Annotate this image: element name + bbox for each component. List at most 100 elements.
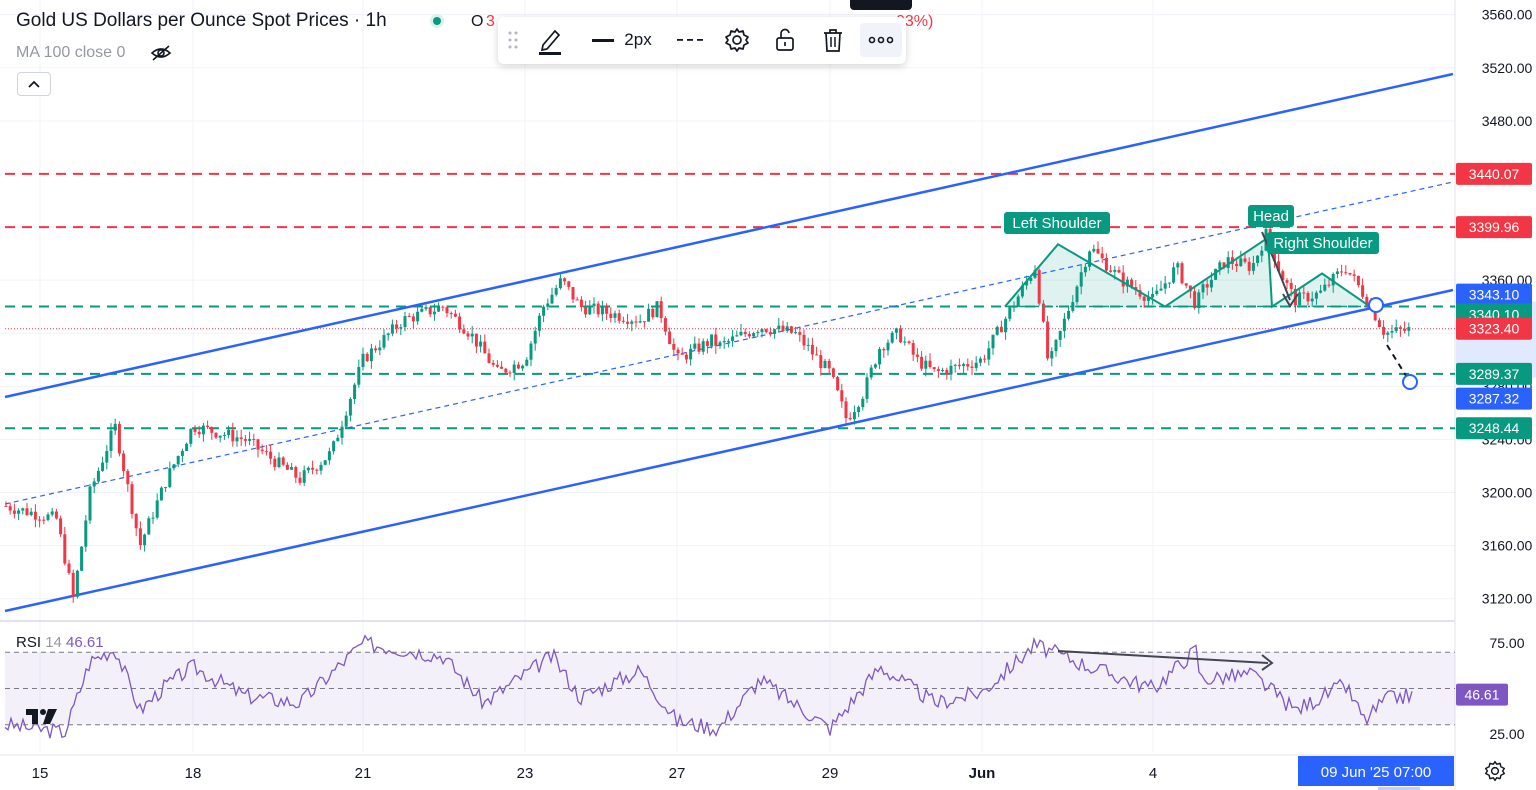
candle-71: [302, 470, 306, 483]
price-label-box-1: 3399.96: [1456, 216, 1532, 239]
candle-26: [113, 423, 117, 431]
line-width-button[interactable]: 2px: [586, 23, 658, 57]
rsi-legend: RSI 14 46.61: [16, 634, 104, 651]
candle-29: [126, 471, 130, 485]
candle-171: [722, 341, 726, 343]
candle-73: [311, 467, 315, 470]
candle-256: [1079, 272, 1083, 287]
candle-304: [1281, 271, 1285, 281]
candle-176: [743, 331, 747, 335]
candle-69: [294, 467, 298, 478]
candle-37: [159, 487, 163, 501]
price-tick-2: 3200.00: [1482, 485, 1533, 501]
price-label-box-7: 3248.44: [1456, 417, 1532, 440]
annotation-right-shoulder-bg: [1267, 232, 1379, 254]
candle-215: [907, 341, 911, 344]
candle-162: [684, 354, 688, 360]
candle-186: [785, 326, 789, 331]
projection-line: [1386, 344, 1409, 380]
candle-125: [529, 343, 533, 360]
candle-108: [458, 316, 462, 330]
candle-272: [1146, 297, 1150, 301]
candle-131: [554, 288, 558, 295]
candle-166: [701, 341, 705, 352]
chart-settings-icon[interactable]: [1484, 760, 1506, 782]
price-tick-10: 3520.00: [1482, 60, 1533, 76]
line-style-icon: [677, 39, 703, 41]
candle-224: [945, 369, 949, 375]
candle-11: [50, 511, 54, 515]
candle-101: [428, 307, 432, 315]
candle-105: [445, 307, 449, 314]
pencil-color-button[interactable]: [532, 23, 568, 57]
more-button[interactable]: [860, 23, 902, 57]
candle-87: [369, 348, 373, 362]
candle-289: [1218, 262, 1222, 269]
candle-177: [747, 334, 751, 337]
time-tick-4: 27: [669, 765, 686, 782]
channel-upper-line: [4, 72, 1454, 399]
candle-128: [542, 306, 546, 316]
eye-hidden-icon[interactable]: [150, 44, 172, 62]
collapse-legend-button[interactable]: [17, 72, 51, 96]
candle-308: [1298, 292, 1302, 306]
candle-51: [218, 435, 222, 438]
candle-17: [75, 570, 79, 597]
candle-138: [584, 307, 588, 315]
annotation-left-shoulder: Left Shoulder: [1012, 215, 1101, 232]
candle-313: [1319, 290, 1323, 293]
candle-235: [991, 334, 995, 349]
candle-244: [1029, 277, 1033, 282]
price-label-4: 3323.40: [1469, 321, 1520, 337]
time-tick-1: 18: [185, 765, 202, 782]
candle-121: [512, 364, 516, 373]
candle-334: [1407, 327, 1411, 331]
price-label-6: 3287.32: [1469, 391, 1520, 407]
candle-57: [243, 439, 247, 441]
more-tooltip: More: [850, 0, 912, 10]
candle-135: [571, 287, 575, 300]
line-style-button[interactable]: [670, 23, 710, 57]
tradingview-logo-icon[interactable]: [26, 706, 58, 726]
chart-title: Gold US Dollars per Ounce Spot Prices · …: [16, 10, 387, 31]
candle-83: [353, 384, 357, 400]
drag-handle-icon[interactable]: [504, 23, 522, 57]
candle-35: [151, 517, 155, 519]
rsi-value-label-bg: [1456, 683, 1508, 706]
current-time-label: 09 Jun '25 07:00: [1321, 764, 1431, 781]
candle-137: [579, 299, 583, 308]
candle-299: [1260, 250, 1264, 256]
candle-146: [617, 313, 621, 321]
candle-23: [101, 462, 105, 471]
annotation-right-shoulder-box: Right Shoulder: [1267, 232, 1379, 254]
candle-175: [739, 331, 743, 336]
delete-button[interactable]: [816, 23, 850, 57]
candle-100: [424, 307, 428, 309]
settings-button[interactable]: [720, 23, 754, 57]
candle-3: [17, 510, 21, 514]
candle-156: [659, 301, 663, 319]
lock-button[interactable]: [768, 23, 802, 57]
candle-328: [1382, 326, 1386, 335]
candle-41: [176, 455, 180, 465]
price-label-box-4: 3323.40: [1456, 317, 1532, 340]
candle-209: [882, 348, 886, 351]
channel-mid-line: [4, 181, 1454, 505]
candle-116: [491, 362, 495, 365]
time-range-highlight: [1378, 787, 1420, 790]
candle-143: [605, 306, 609, 314]
candle-127: [537, 315, 541, 331]
candle-157: [663, 318, 667, 332]
candle-80: [340, 426, 344, 438]
candle-212: [894, 328, 898, 333]
candle-273: [1151, 294, 1155, 298]
candle-249: [1050, 351, 1054, 359]
candle-15: [67, 563, 71, 573]
candle-243: [1025, 281, 1029, 286]
candle-232: [978, 358, 982, 363]
candle-165: [697, 343, 701, 352]
candle-96: [407, 316, 411, 318]
anchor-handle-2: [1402, 374, 1418, 390]
candle-259: [1092, 248, 1096, 252]
